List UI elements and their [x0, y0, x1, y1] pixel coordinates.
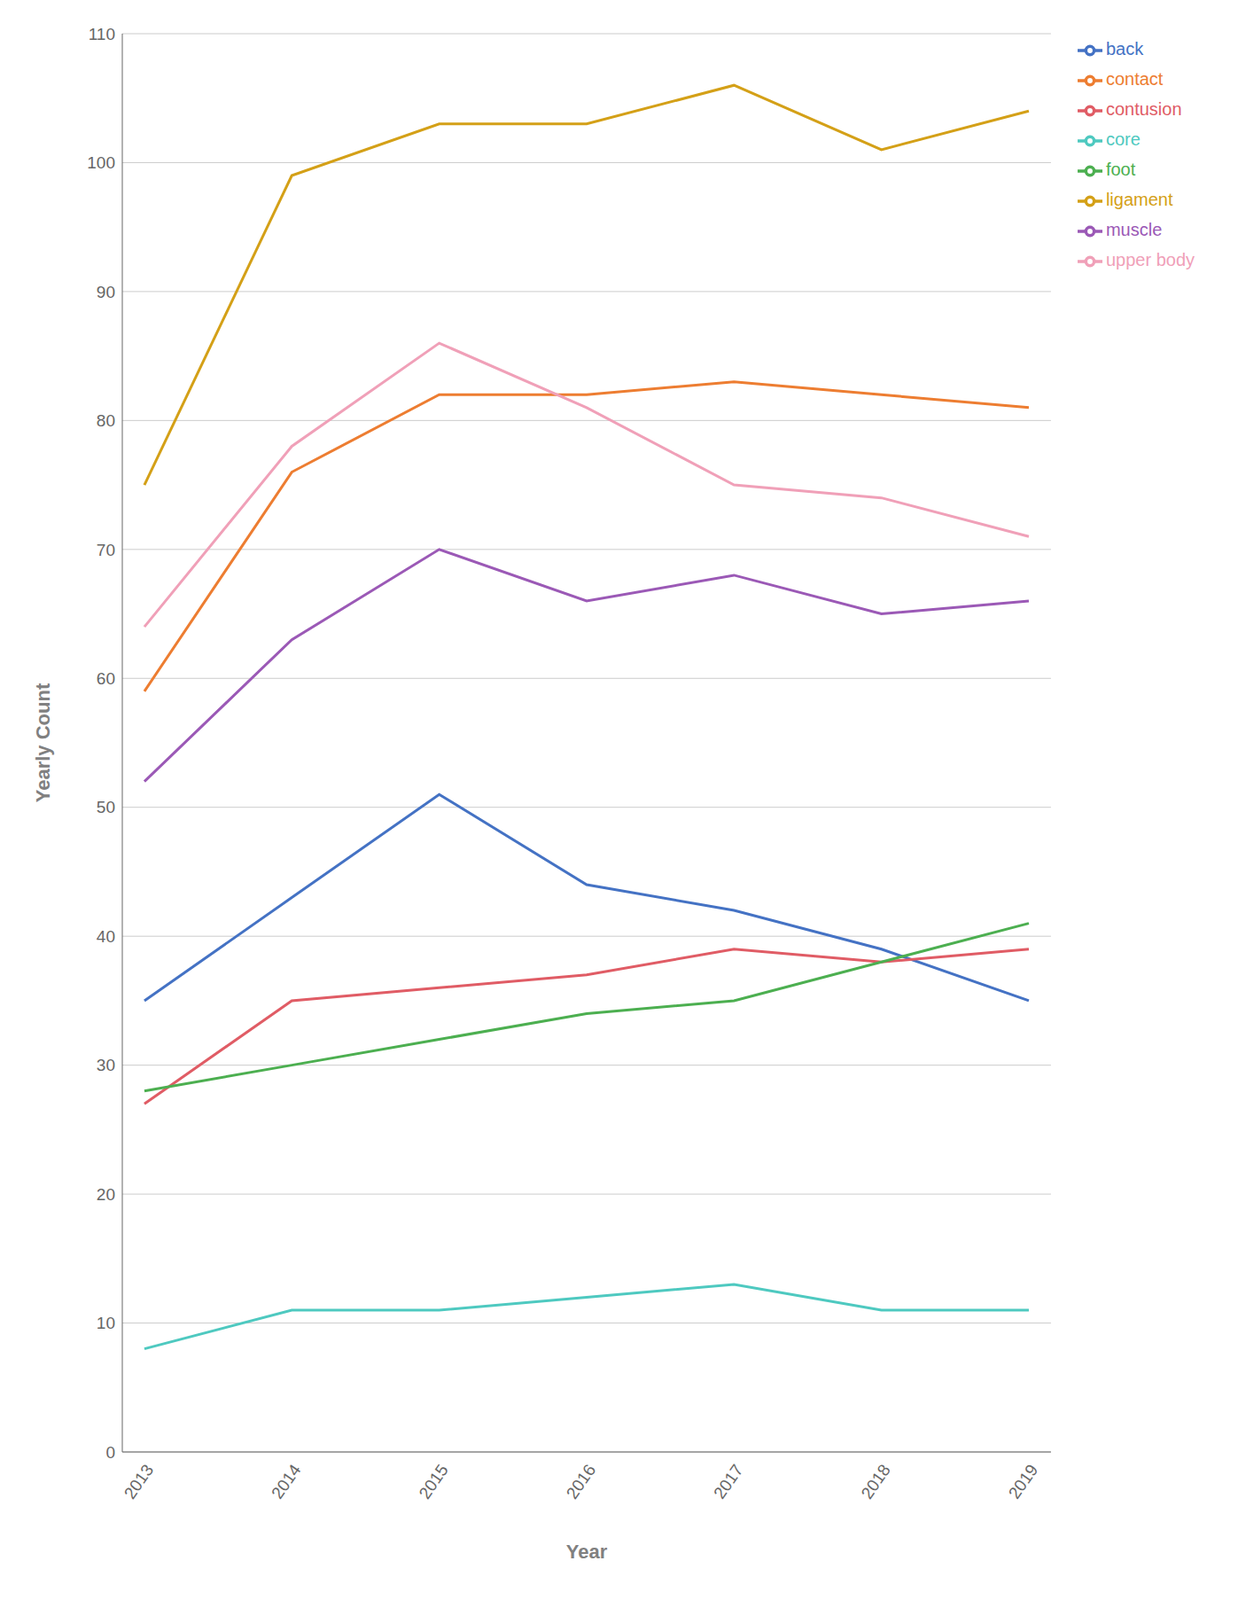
svg-text:2013: 2013 — [120, 1460, 157, 1503]
svg-text:50: 50 — [96, 797, 116, 817]
html-text:contusion: contusion — [1105, 99, 1182, 119]
svg-text:Year: Year — [566, 1540, 608, 1563]
svg-text:0: 0 — [105, 1442, 116, 1462]
svg-text:80: 80 — [96, 411, 116, 430]
html-text:core: core — [1105, 129, 1141, 149]
svg-text:70: 70 — [96, 540, 116, 560]
svg-text:2017: 2017 — [709, 1460, 747, 1503]
html-text:ligament: ligament — [1105, 189, 1173, 210]
svg-text:2016: 2016 — [562, 1460, 600, 1503]
html-text:back: back — [1105, 38, 1144, 59]
svg-text:Yearly Count: Yearly Count — [31, 682, 55, 802]
html-text:muscle: muscle — [1105, 219, 1163, 240]
svg-text:2018: 2018 — [857, 1460, 895, 1503]
svg-text:40: 40 — [96, 926, 116, 946]
svg-text:100: 100 — [86, 153, 116, 172]
html-text:contact: contact — [1105, 69, 1164, 89]
svg-text:10: 10 — [96, 1313, 116, 1332]
svg-text:30: 30 — [96, 1055, 116, 1075]
html-text:foot: foot — [1105, 159, 1136, 180]
svg-text:60: 60 — [96, 669, 116, 688]
svg-text:2019: 2019 — [1004, 1460, 1042, 1503]
svg-text:2014: 2014 — [267, 1460, 305, 1503]
svg-text:110: 110 — [88, 24, 116, 44]
html-text:upper body: upper body — [1105, 249, 1195, 270]
svg-text:90: 90 — [96, 282, 116, 302]
svg-text:2015: 2015 — [414, 1460, 452, 1503]
svg-text:20: 20 — [96, 1184, 116, 1204]
